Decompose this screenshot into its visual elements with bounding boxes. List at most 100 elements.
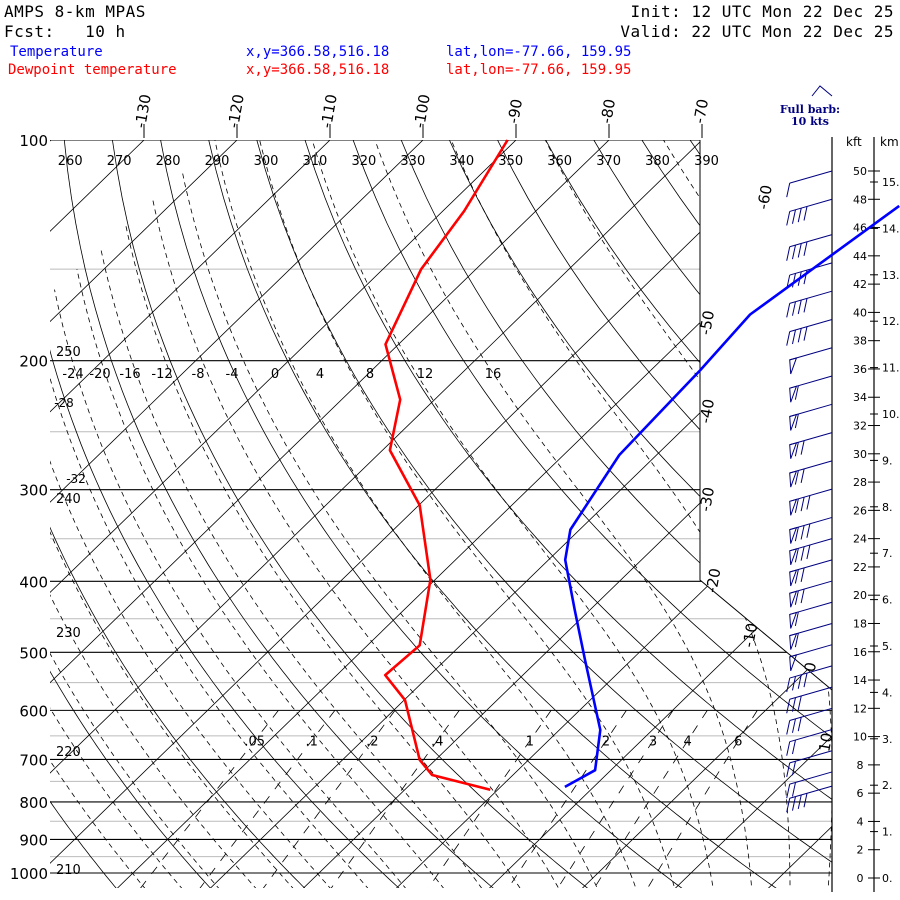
isotherm-label: -30 [696,486,718,513]
moist-adiabat [214,140,642,888]
theta-label: 330 [400,154,425,169]
theta-label: 390 [694,154,719,169]
theta-w-label: 0 [271,367,279,382]
kft-label: 50 [853,165,867,178]
dry-adiabat [375,140,832,888]
barb-feather [794,569,799,584]
barb-feather [794,548,799,563]
barb-feather [786,720,791,735]
dry-adiabat [50,140,130,888]
legend-temperature-label: Temperature [10,44,103,60]
isotherm [287,140,832,888]
barb-feather [806,495,811,510]
km-label: 7. [882,547,893,560]
barb-feather [794,385,799,400]
barb-feather [794,498,799,513]
barb-feather [797,328,802,343]
legend-temperature-xy: x,y=366.58,516.18 [246,44,390,60]
barb-feather [794,526,799,542]
kft-label: 32 [853,420,867,433]
barb-feather [791,697,796,712]
kft-label: 34 [853,391,867,404]
km-label: 4. [882,686,893,699]
barb-feather [800,546,805,561]
barb-staff [789,771,833,785]
km-label: 3. [882,733,893,746]
barb-pennant [789,442,798,459]
wind-barb [786,771,833,799]
barb-staff [789,750,833,764]
kft-label: 16 [853,646,867,659]
barb-staff [789,318,833,333]
barb-feather [786,741,791,756]
barb-feather [794,611,799,627]
forecast-hour: Fcst: 10 h [4,22,126,41]
barb-feather [791,718,796,733]
wind-barb [789,580,833,608]
isotherm-label: 0 [801,661,820,674]
theta-w-label: 16 [485,367,502,382]
theta-label-left: 250 [56,345,81,360]
theta-w-label: -24 [62,367,83,382]
theta-label-left: 210 [56,863,81,878]
dewpoint-trace [383,139,509,792]
dry-adiabat [285,140,832,888]
wind-barb [786,198,833,226]
height-axes: kft km02468101214161820222426283032343638… [831,135,900,892]
dry-adiabat [59,140,512,888]
barb-feather [800,468,805,483]
theta-label: 280 [156,154,181,169]
theta-label-left: 220 [56,745,81,760]
barb-feather [786,183,791,198]
barb-feather [803,298,808,313]
wind-barbs [786,85,833,813]
theta-label: 290 [205,154,230,169]
isotherm-label: 10 [815,731,836,753]
km-label: 15. [882,176,900,189]
wind-barb [786,707,833,735]
kft-label: 12 [853,702,867,715]
model-title: AMPS 8-km MPAS [4,2,146,21]
barb-feather [791,796,796,811]
moist-adiabat [374,140,754,888]
wind-barb [789,432,833,459]
isotherm-label: -40 [696,397,718,424]
moist-adiabat [259,140,679,888]
km-label: 5. [882,640,893,653]
theta-w-label: 8 [366,367,374,382]
kft-label: 46 [853,222,867,235]
barb-pennant [789,654,798,672]
barb-feather [803,206,808,221]
theta-label: 380 [645,154,670,169]
barb-staff [789,729,833,743]
isotherm-label: -80 [597,98,619,125]
wind-barb [789,516,833,544]
isotherm [50,140,737,888]
kft-label: 0 [857,872,864,885]
dry-adiabat [195,140,799,888]
pressure-label: 600 [19,702,48,720]
barb-feather [786,699,791,714]
km-label: 6. [882,594,893,607]
kft-label: 36 [853,363,867,376]
kft-label: 48 [853,193,867,206]
barb-feather [791,782,796,797]
isotherm-label: -130 [131,93,155,130]
barb-feather [786,677,791,693]
background-lines [50,140,832,888]
dry-adiabat [511,140,832,888]
pressure-label: 100 [19,132,48,150]
isotherm [566,140,832,888]
wind-barb [786,750,833,778]
kft-label: 2 [857,844,864,857]
wind-barb [789,488,833,516]
moist-adiabat [100,247,493,888]
pressure-label: 200 [19,353,48,371]
moist-adiabat [50,431,158,888]
theta-label: 350 [498,154,523,169]
kft-label: 26 [853,504,867,517]
barb-pennant [789,526,798,544]
pressure-label: 700 [19,751,48,769]
legend-dewpoint-xy: x,y=366.58,516.18 [246,62,390,78]
